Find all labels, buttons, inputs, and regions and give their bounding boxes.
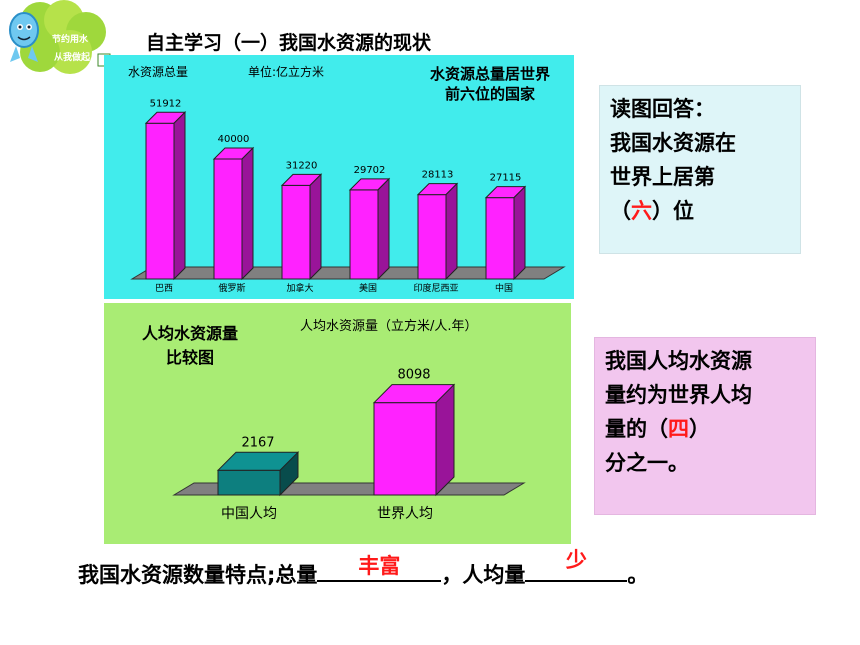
q2-line-2: 量约为世界人均 [605,383,752,407]
q1-answer: 六 [631,199,652,223]
chart1-value-label-3: 29702 [354,165,386,176]
chart1-value-label-0: 51912 [150,98,182,109]
chart1-bar-4 [416,182,459,281]
total-water-chart: 水资源总量 单位:亿立方米 水资源总量居世界 前六位的国家 51912 巴西 400… [128,64,566,294]
logo-text-2: 从我做起 [54,51,91,63]
chart1-value-label-5: 27115 [490,173,522,184]
per-capita-chart: 人均水资源量 比较图 人均水资源量（立方米/人.年） 2167 中国人均 8098 世… [142,318,526,522]
total-water-chart-panel: 水资源总量 单位:亿立方米 水资源总量居世界 前六位的国家 51912 巴西 400… [104,55,574,299]
chart1-ylabel: 水资源总量 [128,65,188,79]
chart1-value-label-4: 28113 [422,170,454,181]
chart2-bar-0 [216,451,300,497]
water-saving-logo: 节约用水 从我做起 [0,0,118,78]
chart2-title-line1: 人均水资源量 [142,324,238,343]
chart1-title-line2: 前六位的国家 [445,85,535,103]
chart2-category-label-0: 中国人均 [221,506,277,522]
chart1-category-label-3: 美国 [359,282,377,294]
chart1-bar-1 [212,146,255,281]
answer-total: 丰富 [358,554,401,578]
summary-text-3: 。 [627,563,649,587]
chart2-ylabel: 人均水资源量（立方米/人.年） [300,318,478,334]
q2-line-1: 我国人均水资源 [605,349,752,373]
chart1-title-line1: 水资源总量居世界 [430,65,550,83]
chart1-value-label-1: 40000 [218,134,250,145]
chart1-unit: 单位:亿立方米 [248,64,324,79]
chart1-category-label-1: 俄罗斯 [218,282,245,294]
chart1-category-label-5: 中国 [495,282,513,294]
chart1-category-label-0: 巴西 [155,283,173,294]
q1-line-4: （六）位 [610,199,694,223]
summary-text-1: 我国水资源数量特点;总量 [78,563,318,587]
chart2-bar-1 [372,383,456,497]
chart1-bar-3 [348,177,391,281]
answer-per-capita: 少 [565,548,587,572]
chart1-bar-0 [144,111,187,281]
chart1-value-label-2: 31220 [286,160,318,171]
q2-answer: 四 [668,417,689,441]
q1-line-2: 我国水资源在 [610,131,736,155]
chart1-bar-5 [484,185,527,281]
q1-line-3: 世界上居第 [610,165,715,189]
q2-line-4: 分之一。 [605,451,689,475]
question-per-capita-box: 我国人均水资源 量约为世界人均 量的（四） 分之一。 [594,337,816,515]
summary-sentence: 我国水资源数量特点;总量 丰富 ，人均量 少。 [78,548,649,589]
summary-text-2: ，人均量 [441,563,526,587]
chart2-value-label-1: 8098 [397,368,430,383]
q2-line-3: 量的（四） [605,417,710,441]
chart1-category-label-2: 加拿大 [286,282,313,294]
answer-blank-total: 丰富 [317,554,442,582]
page-title: 自主学习（一）我国水资源的现状 [146,32,432,54]
chart2-category-label-1: 世界人均 [377,506,433,522]
chart2-value-label-0: 2167 [241,435,274,450]
chart2-title-line2: 比较图 [166,348,214,367]
chart1-bar-2 [280,173,323,281]
answer-blank-per-capita: 少 [525,548,628,582]
chart1-category-label-4: 印度尼西亚 [413,282,458,294]
per-capita-chart-panel: 人均水资源量 比较图 人均水资源量（立方米/人.年） 2167 中国人均 8098 世… [104,303,571,544]
q1-line-1: 读图回答： [610,97,715,121]
question-rank-box: 读图回答： 我国水资源在 世界上居第 （六）位 [599,85,801,254]
logo-text-1: 节约用水 [52,33,89,45]
